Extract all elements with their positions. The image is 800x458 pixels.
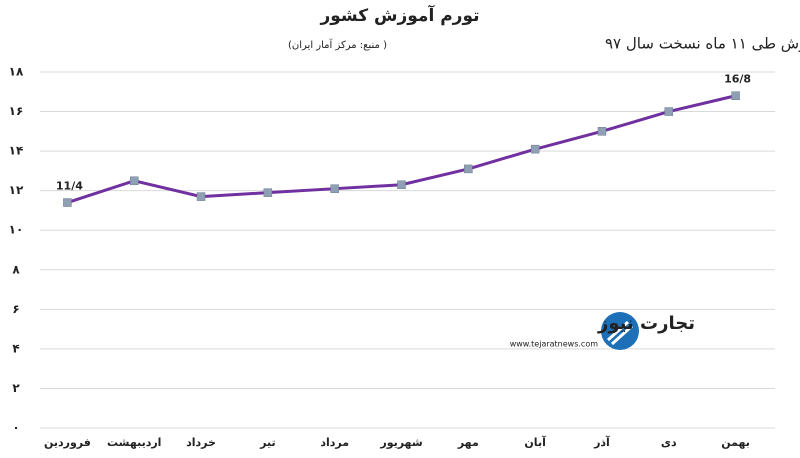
chart-title: تورم آموزش کشور: [319, 4, 479, 26]
point-marker: [464, 164, 473, 174]
watermark-name: تجارت نیوز: [597, 313, 695, 334]
point-marker: [664, 107, 674, 116]
y-tick-label: ۱۶: [9, 104, 24, 118]
point-marker: [330, 184, 339, 193]
logo-mark: [606, 320, 634, 346]
point-marker: [196, 192, 206, 201]
point-marker: [63, 198, 72, 207]
x-tick-label: مهر: [457, 436, 479, 449]
point-marker: [597, 127, 607, 136]
point-marker: [263, 188, 273, 197]
data-label: 11/4: [56, 180, 83, 193]
y-tick-label: ۱۴: [9, 144, 24, 158]
x-tick-label: خرداد: [186, 436, 216, 449]
y-tick-label: ۱۲: [9, 183, 24, 197]
y-tick-label: ۸: [12, 262, 20, 276]
x-tick-label: آبان: [524, 435, 546, 449]
point-marker: [129, 176, 139, 186]
watermark-url: www.tejaratnews.com: [510, 340, 598, 349]
y-tick-label: ۲: [12, 381, 20, 395]
point-marker: [397, 180, 406, 189]
chart-subtitle: تورم سالانه آموزش طی ۱۱ ماه نسخت سال ۹۷: [605, 35, 800, 53]
chart-source: ( منبع: مرکز آمار ایران): [288, 38, 387, 51]
x-tick-label: شهریور: [379, 436, 422, 449]
y-tick-label: ۱۸: [9, 65, 24, 79]
y-tick-label: ۴: [12, 341, 19, 355]
y-tick-label: ۱۰: [9, 223, 24, 237]
x-tick-label: فروردین: [44, 436, 91, 449]
x-tick-label: دی: [661, 436, 677, 449]
point-marker: [530, 144, 540, 154]
x-tick-label: تیر: [259, 436, 275, 449]
x-tick-label: مرداد: [320, 436, 349, 449]
x-tick-label: اردیبهشت: [107, 436, 161, 449]
watermark: تجارت نیوز www.tejaratnews.com: [510, 312, 695, 350]
y-tick-label: ۶: [12, 302, 19, 316]
x-tick-label: بهمن: [721, 436, 750, 449]
y-tick-label: ۰: [12, 421, 19, 435]
x-tick-label: آذر: [593, 435, 610, 449]
point-marker: [731, 91, 740, 100]
data-label: 16/8: [724, 73, 751, 86]
